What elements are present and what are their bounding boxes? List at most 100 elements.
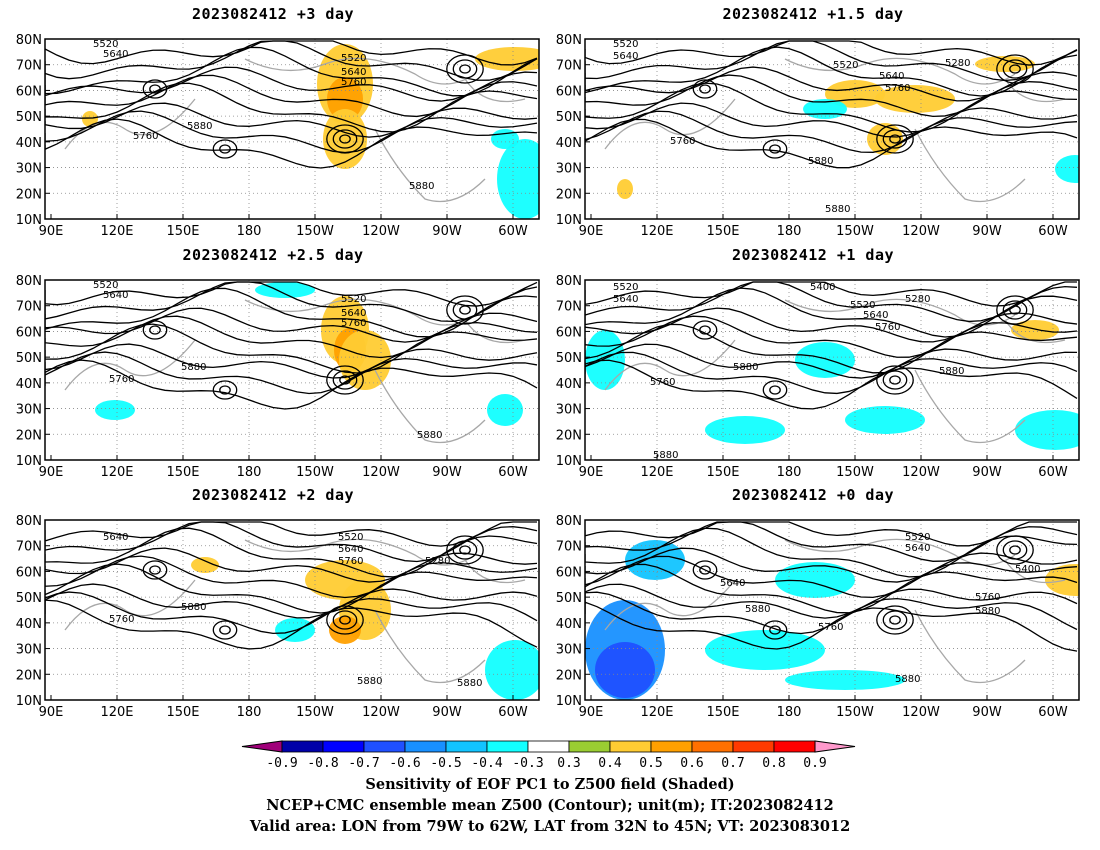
lat-label: 70N — [16, 59, 42, 74]
panel-title: 2023082412 +1.5 day — [722, 5, 904, 23]
contour-label: 5880 — [417, 430, 442, 441]
colorbar: -0.9 -0.8 -0.7 -0.6 -0.5 -0.4 -0.3 0.3 0.4 0.5 0.6… — [241, 740, 856, 770]
lon-label: 120W — [902, 224, 940, 239]
lon-label: 90W — [432, 224, 462, 239]
contour-label: 5520 — [833, 60, 858, 71]
sensitivity-shading — [785, 670, 905, 690]
coastline — [64, 298, 526, 444]
contour-label: 5520 — [905, 532, 930, 543]
closed-contour — [339, 375, 351, 385]
lon-label: 90W — [432, 705, 462, 720]
lat-label: 20N — [556, 428, 582, 443]
z500-contour — [585, 601, 1078, 652]
lon-label: 60W — [498, 465, 528, 480]
z500-contour — [45, 287, 538, 338]
sensitivity-shading — [1055, 155, 1079, 183]
contour-label: 5640 — [613, 294, 638, 305]
contour-label: 5640 — [103, 532, 128, 543]
z500-contour — [585, 343, 1078, 379]
map-frame — [44, 38, 540, 220]
lon-label: 90W — [972, 705, 1002, 720]
lon-label: 120W — [362, 465, 400, 480]
closed-contour — [876, 124, 914, 154]
contour-label: 5760 — [109, 374, 134, 385]
map-frame — [584, 38, 1080, 220]
contour-label: 5760 — [133, 131, 158, 142]
contour-label: 5760 — [341, 77, 366, 88]
z500-contour — [45, 591, 538, 635]
lon-label: 90E — [579, 224, 604, 239]
closed-contour — [996, 295, 1034, 325]
colorbar-segment — [773, 740, 816, 753]
z500-contour — [45, 102, 538, 138]
sensitivity-shading — [95, 400, 135, 420]
contour-label: 5880 — [939, 366, 964, 377]
contour-label: 5880 — [181, 602, 206, 613]
closed-contour — [769, 625, 781, 635]
closed-contour — [996, 535, 1034, 565]
z500-contour — [585, 563, 1078, 614]
panel-plus3-day: 2023082412 +3 day 5520 5640 5520 5640 5760 57… — [5, 5, 541, 245]
lat-label: 40N — [16, 617, 42, 632]
lat-label: 70N — [556, 540, 582, 555]
closed-contour — [149, 84, 161, 94]
contour-label: 5640 — [341, 67, 366, 78]
closed-contour — [149, 325, 161, 335]
contour-label: 5880 — [975, 606, 1000, 617]
z500-contour — [585, 555, 1078, 599]
sensitivity-shading — [795, 342, 855, 378]
lon-label: 120E — [640, 705, 673, 720]
lon-label: 90W — [972, 465, 1002, 480]
lon-label: 60W — [1038, 705, 1068, 720]
closed-contour — [326, 124, 364, 154]
closed-contour — [699, 325, 711, 335]
closed-contour — [326, 365, 364, 395]
colorbar-segment — [486, 740, 529, 753]
closed-contour — [212, 380, 238, 400]
lat-label: 50N — [556, 351, 582, 366]
lat-label: 50N — [16, 351, 42, 366]
z500-contour — [45, 315, 538, 359]
z500-contour — [45, 359, 538, 410]
lat-label: 60N — [556, 325, 582, 340]
z500-contour — [585, 315, 1078, 358]
contour-label: 5520 — [341, 294, 366, 305]
lat-label: 80N — [556, 33, 582, 48]
z500-contour — [45, 547, 538, 583]
closed-contour — [219, 385, 231, 395]
contour-label: 5520 — [613, 39, 638, 50]
closed-contour — [459, 64, 471, 74]
lon-label: 120E — [100, 465, 133, 480]
lat-label: 60N — [556, 565, 582, 580]
lat-label: 80N — [16, 33, 42, 48]
contour-label: 5760 — [818, 622, 843, 633]
contour-label: 5760 — [975, 592, 1000, 603]
coastline — [604, 57, 1066, 203]
panel-plus1-day: 2023082412 +1 day 5520 5640 5400 5280 5520 56… — [545, 246, 1081, 486]
lon-label: 120W — [362, 224, 400, 239]
colorbar-segment — [322, 740, 365, 753]
contour-label: 5880 — [895, 674, 920, 685]
lat-label: 30N — [556, 403, 582, 418]
lat-label: 30N — [16, 643, 42, 658]
closed-contour — [1002, 300, 1028, 320]
panel-plus0-day: 2023082412 +0 day 5640 5520 5640 5400 5880 57… — [545, 486, 1081, 726]
z500-contour — [585, 40, 1078, 82]
sensitivity-shading — [82, 111, 98, 127]
colorbar-tick-label: 0.7 — [721, 756, 744, 770]
lon-label: 150E — [166, 224, 199, 239]
contour-label: 5280 — [905, 294, 930, 305]
closed-contour — [446, 54, 484, 84]
lon-label: 150W — [836, 465, 874, 480]
lat-label: 60N — [556, 84, 582, 99]
contour-label: 5640 — [720, 578, 745, 589]
lon-label: 90W — [972, 224, 1002, 239]
lat-label: 40N — [16, 136, 42, 151]
lon-label: 150W — [836, 224, 874, 239]
lat-label: 20N — [16, 668, 42, 683]
lon-label: 120W — [902, 705, 940, 720]
coastline — [604, 298, 1066, 444]
panel-title: 2023082412 +3 day — [191, 5, 355, 23]
lat-label: 80N — [556, 514, 582, 529]
closed-contour — [459, 545, 471, 555]
